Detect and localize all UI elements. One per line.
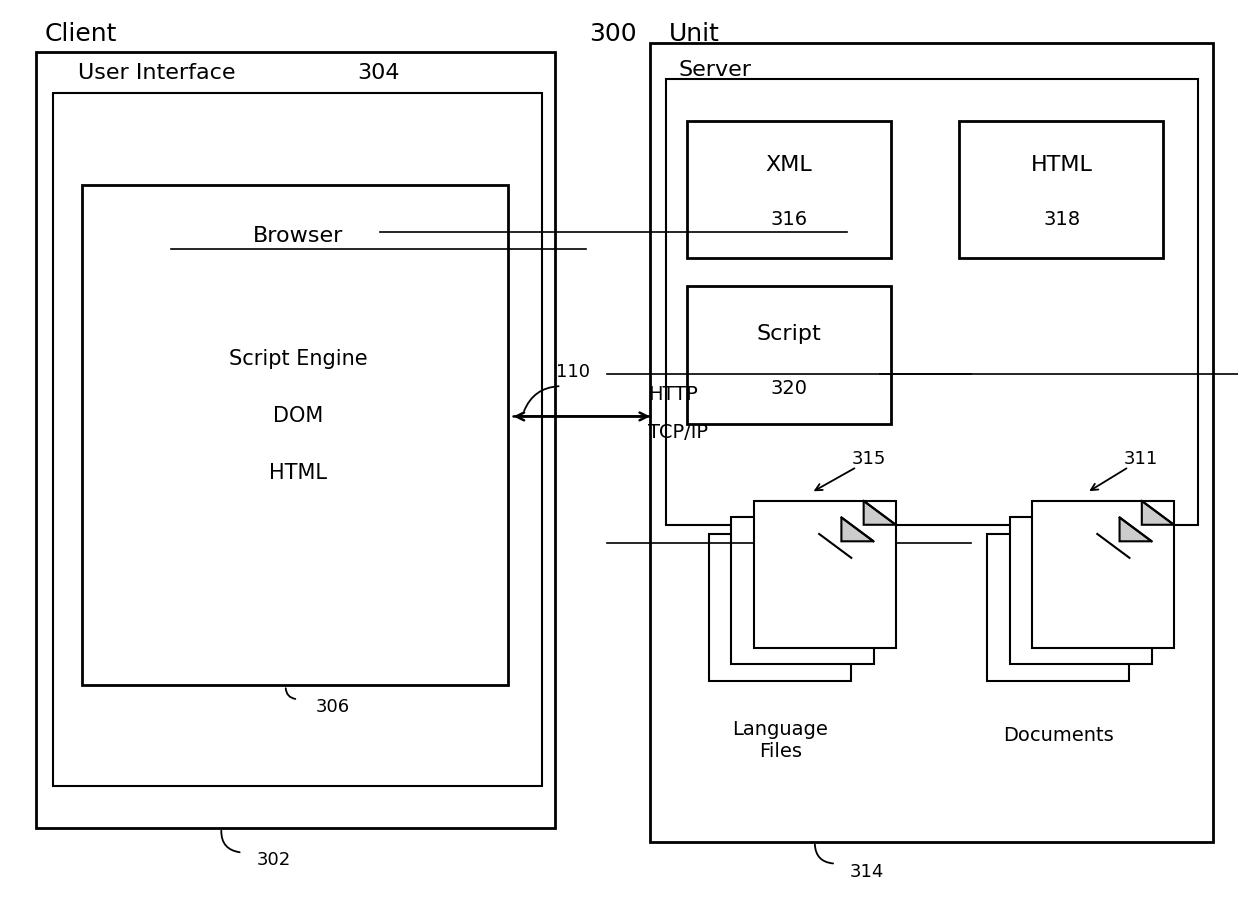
Bar [753, 501, 896, 647]
Bar [650, 42, 1213, 842]
Bar [688, 286, 892, 424]
Polygon shape [1098, 534, 1130, 558]
Text: HTML: HTML [1031, 155, 1093, 175]
Text: Browser: Browser [253, 226, 343, 246]
Text: XML: XML [766, 155, 813, 175]
Bar [987, 534, 1130, 681]
Bar [53, 93, 541, 787]
Text: Language
Files: Language Files [732, 720, 828, 761]
Bar [959, 121, 1163, 259]
Text: 320: 320 [771, 379, 808, 399]
Text: HTTP: HTTP [648, 385, 698, 404]
Polygon shape [864, 501, 896, 525]
Text: Script: Script [757, 324, 821, 344]
Text: 318: 318 [1043, 210, 1080, 229]
Text: DOM: DOM [273, 406, 323, 426]
Polygon shape [819, 534, 851, 558]
Bar [82, 185, 508, 685]
Text: Client: Client [45, 21, 116, 45]
Bar [1032, 501, 1173, 647]
Text: 311: 311 [1124, 449, 1158, 468]
Text: Documents: Documents [1004, 727, 1114, 745]
Bar [36, 52, 555, 828]
Text: HTML: HTML [269, 463, 327, 484]
Polygon shape [1142, 501, 1173, 525]
Text: 306: 306 [316, 697, 349, 716]
Text: 314: 314 [850, 863, 883, 880]
Text: 110: 110 [555, 364, 590, 381]
Polygon shape [841, 518, 873, 542]
Text: Unit: Unit [669, 21, 720, 45]
Text: 302: 302 [256, 851, 290, 869]
Text: 316: 316 [771, 210, 808, 229]
Text: TCP/IP: TCP/IP [648, 424, 707, 442]
Text: 304: 304 [357, 63, 400, 83]
Bar [1010, 518, 1152, 664]
Polygon shape [1120, 518, 1152, 542]
Bar [688, 121, 892, 259]
Text: Script Engine: Script Engine [229, 349, 368, 369]
Text: Server: Server [679, 60, 752, 80]
Bar [731, 518, 873, 664]
Bar [667, 79, 1198, 525]
Text: 315: 315 [852, 449, 886, 468]
Bar [709, 534, 851, 681]
Text: 312: 312 [850, 542, 883, 559]
Text: User Interface: User Interface [78, 63, 235, 83]
Text: 300: 300 [590, 21, 637, 45]
